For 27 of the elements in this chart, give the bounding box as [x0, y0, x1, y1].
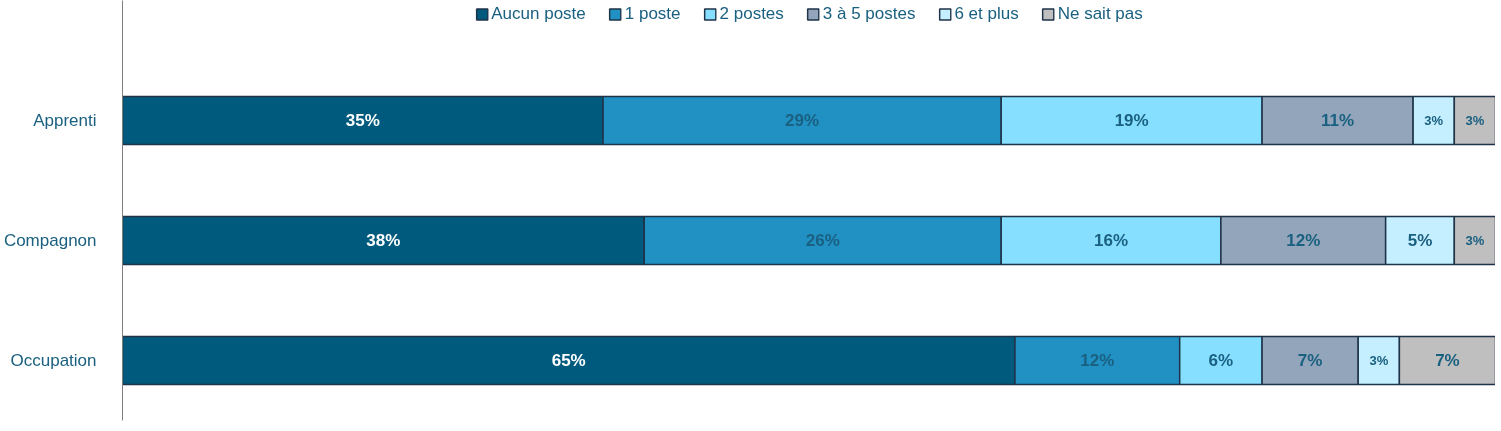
legend-label: Ne sait pas	[1057, 4, 1143, 24]
y-tick-label: Compagnon	[3, 231, 97, 250]
legend-label: Aucun poste	[491, 4, 586, 24]
data-label: 16%	[1094, 231, 1129, 250]
legend-label: 2 postes	[719, 4, 784, 24]
data-label: 35%	[345, 111, 380, 130]
data-label: 3%	[1465, 113, 1485, 128]
data-label: 19%	[1114, 111, 1149, 130]
data-label: 3%	[1465, 233, 1485, 248]
data-label: 38%	[366, 231, 401, 250]
legend-label: 1 poste	[624, 4, 681, 24]
data-label: 7%	[1435, 351, 1460, 370]
data-label: 6%	[1208, 351, 1234, 370]
data-label: 65%	[551, 351, 586, 370]
data-label: 29%	[785, 111, 820, 130]
data-label: 12%	[1080, 351, 1115, 370]
legend-label: 3 à 5 postes	[822, 4, 916, 24]
y-tick-label: Occupation	[10, 351, 97, 370]
data-label: 5%	[1407, 231, 1433, 250]
data-label: 12%	[1286, 231, 1321, 250]
data-label: 3%	[1369, 353, 1389, 368]
data-label: 26%	[805, 231, 840, 250]
legend-label: 6 et plus	[954, 4, 1019, 24]
data-label: 3%	[1424, 113, 1444, 128]
data-label: 7%	[1297, 351, 1323, 370]
data-label: 11%	[1321, 111, 1355, 130]
y-tick-label: Apprenti	[33, 111, 97, 130]
